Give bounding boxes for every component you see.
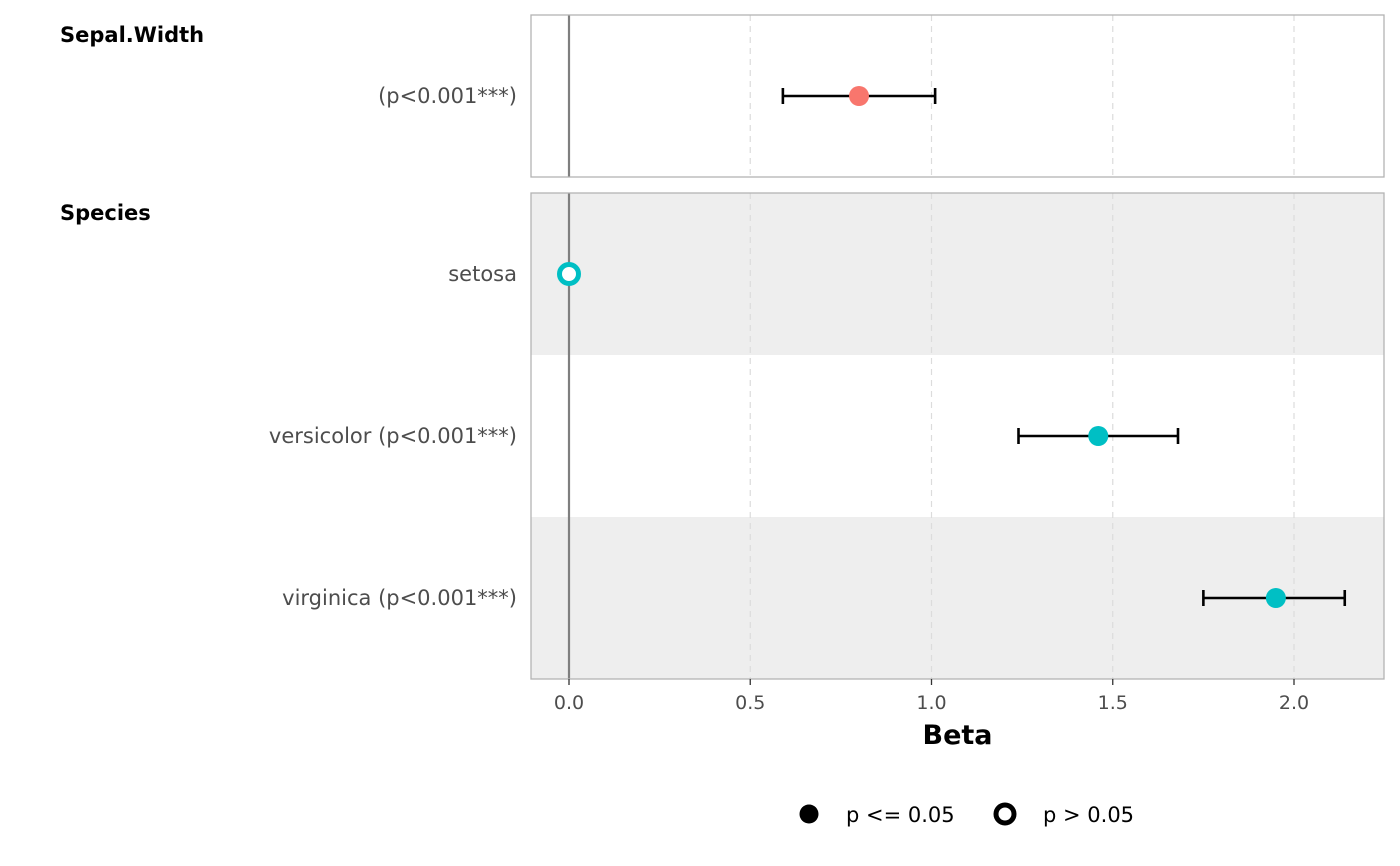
panels-layer: Sepal.Width (p<0.001***) Species setosa vers… bbox=[60, 14, 1385, 680]
x-tick-label: 1.5 bbox=[1098, 692, 1128, 714]
x-tick-label: 0.5 bbox=[735, 692, 765, 714]
x-axis: 0.0 0.5 1.0 1.5 2.0 bbox=[554, 679, 1309, 714]
x-tick-label: 0.0 bbox=[554, 692, 584, 714]
group-title: Species bbox=[60, 201, 151, 225]
group-title: Sepal.Width bbox=[60, 23, 204, 47]
point-estimate bbox=[849, 86, 869, 106]
point-estimate bbox=[1265, 588, 1286, 608]
row-label: virginica (p<0.001***) bbox=[282, 586, 517, 610]
panel-sepal-width: Sepal.Width (p<0.001***) bbox=[60, 14, 1385, 178]
panel-border bbox=[530, 192, 1385, 680]
legend-label: p > 0.05 bbox=[1043, 803, 1134, 827]
legend-hollow-circle-icon bbox=[993, 802, 1017, 826]
row-label: (p<0.001***) bbox=[378, 84, 517, 108]
panel-border bbox=[530, 14, 1385, 178]
panel-species: Species setosa versicolor (p<0.001***) virg… bbox=[60, 192, 1385, 680]
point-estimate bbox=[1088, 426, 1109, 446]
x-tick-label: 1.0 bbox=[916, 692, 946, 714]
point-estimate-hollow bbox=[557, 262, 581, 286]
row-label: versicolor (p<0.001***) bbox=[269, 424, 517, 448]
legend-filled-circle-icon bbox=[799, 804, 819, 824]
row-band bbox=[531, 193, 1384, 355]
x-axis-title: Beta bbox=[922, 720, 992, 751]
x-tick-label: 2.0 bbox=[1279, 692, 1309, 714]
legend: p <= 0.05 p > 0.05 bbox=[799, 802, 1134, 827]
row-label: setosa bbox=[448, 262, 517, 286]
legend-label: p <= 0.05 bbox=[846, 803, 955, 827]
